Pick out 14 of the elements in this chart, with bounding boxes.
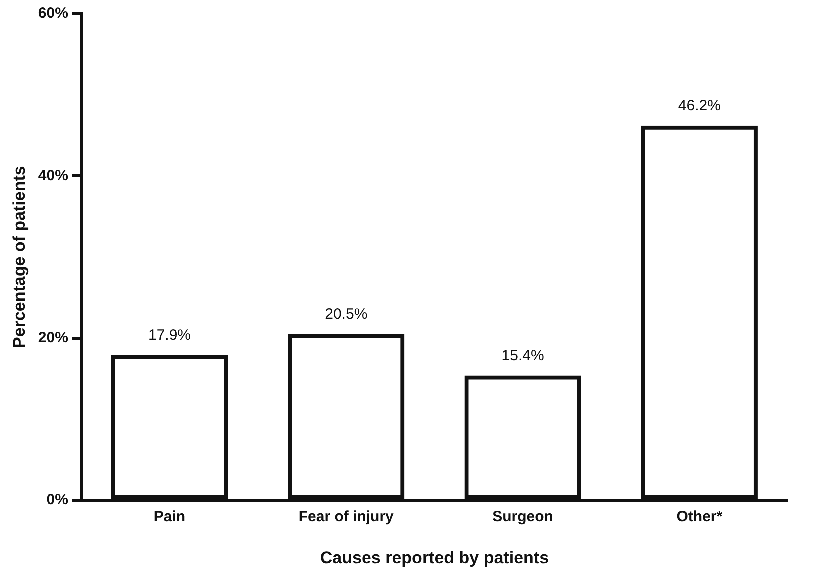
x-tick-label: Fear of injury (298, 508, 395, 526)
x-tick-label: Pain (154, 508, 186, 526)
y-tick-label: 20% (38, 330, 68, 347)
x-tick-label: Surgeon (492, 508, 554, 526)
x-axis-title: Causes reported by patients (320, 548, 550, 568)
y-tick-label: 0% (46, 492, 68, 509)
x-tick-label: Other* (676, 508, 723, 526)
data-label: 15.4% (502, 347, 544, 364)
y-tick-label: 40% (38, 167, 68, 184)
data-label: 46.2% (678, 98, 721, 115)
data-label: 20.5% (325, 306, 368, 323)
data-label: 17.9% (148, 327, 192, 344)
y-axis-title: Percentage of patients (10, 166, 29, 348)
y-tick-label: 60% (38, 5, 68, 22)
